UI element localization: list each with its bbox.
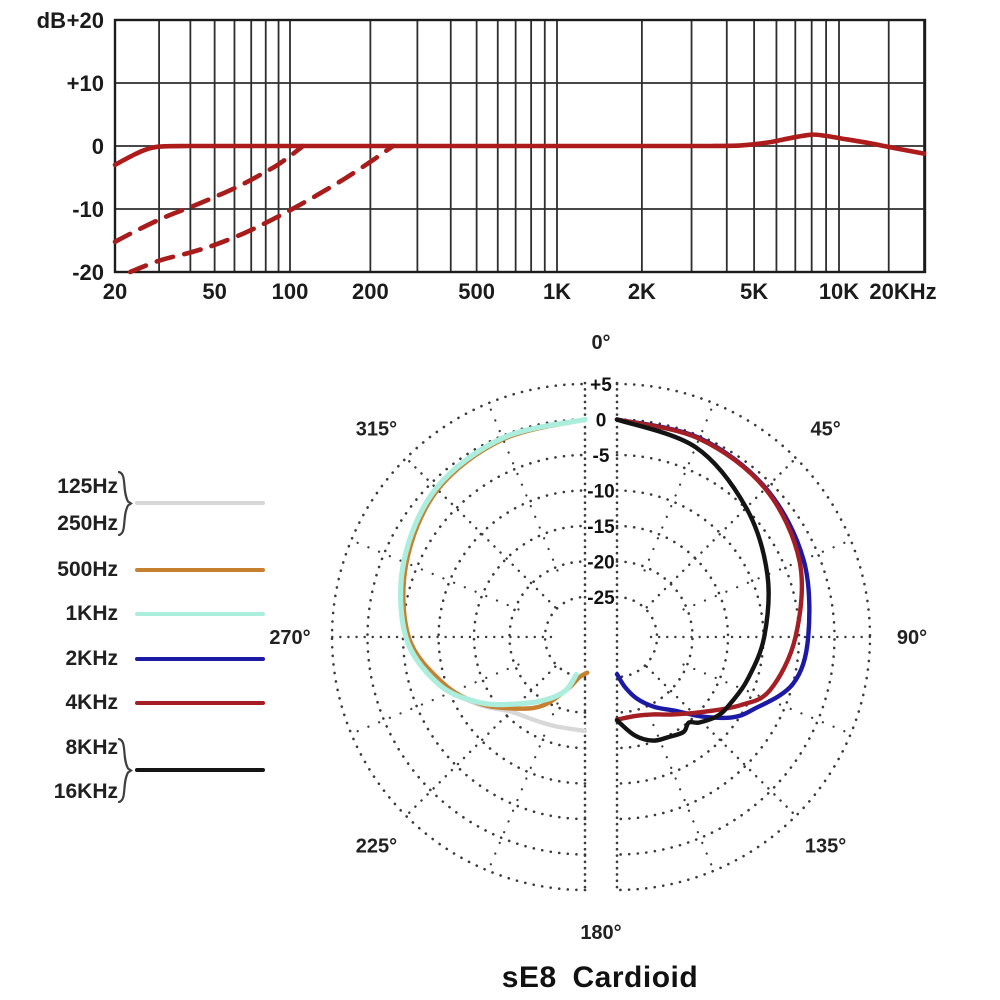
fr-x-tick-label: 100 <box>272 279 309 304</box>
polar-radial-label: -10 <box>587 482 614 503</box>
polar-ring-left <box>472 524 587 750</box>
polar-ring-left <box>330 382 587 892</box>
polar-curve-500Hz <box>401 417 590 711</box>
fr-y-tick-label: +10 <box>67 71 104 96</box>
polar-minor-spoke <box>350 663 520 735</box>
fr-y-axis-unit: dB <box>37 8 66 33</box>
fr-curve-low-cut-dashed-1 <box>112 143 306 245</box>
polar-pattern-labels: 0° 45° 90° 135° 180° 225° 270° 315° +5 0 -5 -10 -15 -… <box>269 332 927 944</box>
polar-radial-label: 0 <box>596 411 607 432</box>
polar-angle-label-45: 45° <box>810 418 840 440</box>
polar-minor-spoke <box>643 702 715 872</box>
polar-ring-left <box>437 489 587 785</box>
fr-x-tick-label: 2K <box>628 279 656 304</box>
fr-frame <box>113 18 927 274</box>
polar-angle-label-225: 225° <box>356 836 397 858</box>
polar-angle-label-135: 135° <box>805 836 846 858</box>
polar-curve-8KHz-16KHz <box>614 417 771 743</box>
polar-angle-label-90: 90° <box>897 627 927 649</box>
polar-pattern-grid <box>330 381 872 892</box>
fr-x-tick-label: 20 <box>103 279 127 304</box>
fr-x-tick-label: 10K <box>819 279 859 304</box>
polar-minor-spoke <box>350 539 520 611</box>
polar-ring-right <box>615 418 836 856</box>
polar-radial-label: -25 <box>587 588 615 609</box>
polar-spoke-135 <box>645 665 798 818</box>
frequency-response-axis-labels: 20 50 100 200 500 1K 2K 5K 10K 20KHz +20 +10 0 -10 -20… <box>37 8 937 304</box>
polar-radial-label: -15 <box>587 517 615 538</box>
fr-curve-low-cut-dashed-2 <box>127 143 396 275</box>
fr-x-tick-label: 5K <box>740 279 768 304</box>
polar-ring-left <box>366 418 587 856</box>
polar-ring-left <box>543 595 587 679</box>
polar-radial-label: -5 <box>593 446 610 467</box>
polar-minor-spoke <box>682 663 852 735</box>
polar-angle-label-270: 270° <box>269 627 310 649</box>
polar-angle-label-180: 180° <box>580 922 621 944</box>
polar-angle-label-315: 315° <box>356 418 397 440</box>
fr-x-tick-label: 200 <box>352 279 389 304</box>
polar-minor-spoke <box>487 702 559 872</box>
polar-pattern-curves <box>398 416 812 743</box>
polar-minor-spoke <box>487 402 559 572</box>
polar-minor-spoke <box>682 539 852 611</box>
fr-curve-on-axis-response <box>112 132 927 168</box>
polar-ring-right <box>615 524 730 750</box>
fr-y-tick-label: +20 <box>67 8 104 33</box>
polar-ring-right <box>615 560 694 714</box>
polar-spoke-315 <box>404 456 557 609</box>
polar-ring-right <box>615 595 659 679</box>
polar-ring-right <box>615 489 765 785</box>
fr-y-tick-label: -10 <box>72 197 104 222</box>
frequency-response-curves <box>112 132 927 275</box>
polar-ring-left <box>508 560 587 714</box>
polar-angle-label-0: 0° <box>591 332 610 354</box>
polar-minor-spoke <box>643 402 715 572</box>
fr-x-tick-label: 1K <box>543 279 571 304</box>
fr-y-tick-label: -20 <box>72 260 104 285</box>
fr-y-tick-label: 0 <box>92 134 104 159</box>
polar-radial-label: +5 <box>590 375 612 396</box>
polar-ring-right <box>615 382 872 892</box>
fr-x-tick-label: 500 <box>458 279 495 304</box>
fr-x-tick-label: 50 <box>202 279 226 304</box>
polar-curve-1KHz <box>398 416 588 708</box>
polar-curve-4KHz <box>614 417 805 722</box>
chart-title: sE8 Cardioid <box>501 961 699 994</box>
polar-spoke-45 <box>645 456 798 609</box>
polar-spoke-225 <box>404 665 557 818</box>
fr-x-tick-label: 20KHz <box>869 279 936 304</box>
polar-radial-label: -20 <box>587 553 614 574</box>
